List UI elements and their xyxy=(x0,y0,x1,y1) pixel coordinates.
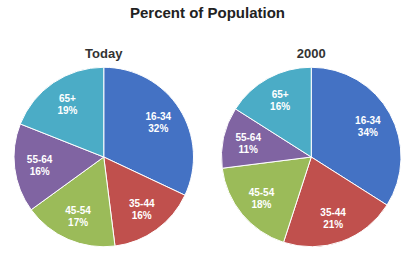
chart-title: Percent of Population xyxy=(130,4,285,21)
slice-labels: 16-3432%35-4416%45-5417%55-6416%65+19% xyxy=(27,93,172,229)
slice-category: 16-34 xyxy=(355,115,381,126)
slice xyxy=(20,67,103,157)
slice-category: 16-34 xyxy=(146,111,172,122)
slice-labels: 16-3434% 35-4421% 45-5418% 55-6411% 65+16% xyxy=(235,89,381,229)
slice-category: 35-44 xyxy=(129,198,155,209)
slice-value: 34% xyxy=(358,127,378,138)
slice-category: 45-54 xyxy=(249,187,275,198)
slice-value: 18% xyxy=(251,199,271,210)
slice-category: 65+ xyxy=(59,93,76,104)
slice xyxy=(222,157,311,242)
slice xyxy=(104,157,185,246)
chart: Percent of PopulationToday16-3432%35-441… xyxy=(0,0,415,260)
pie: 2000 16-3434% 35-4421% 45-5418% 55-6411% 65+1… xyxy=(221,46,401,247)
slice-value: 16% xyxy=(132,210,152,221)
slice xyxy=(235,67,311,157)
pie-title: Today xyxy=(85,46,123,61)
slice-category: 55-64 xyxy=(235,132,261,143)
slice-value: 16% xyxy=(270,101,290,112)
pie-title: 2000 xyxy=(297,46,326,61)
slice-value: 16% xyxy=(30,166,50,177)
slice-value: 19% xyxy=(57,105,77,116)
slice-category: 35-44 xyxy=(320,207,346,218)
slice-category: 45-54 xyxy=(65,205,91,216)
slices xyxy=(221,67,401,247)
pie: Today16-3432%35-4416%45-5417%55-6416%65+… xyxy=(14,46,194,247)
slice-category: 65+ xyxy=(272,89,289,100)
slice-value: 32% xyxy=(148,123,168,134)
slice-value: 11% xyxy=(238,144,258,155)
slice-value: 21% xyxy=(323,219,343,230)
slice-category: 55-64 xyxy=(27,154,53,165)
slice-value: 17% xyxy=(68,217,88,228)
slices xyxy=(14,67,194,247)
